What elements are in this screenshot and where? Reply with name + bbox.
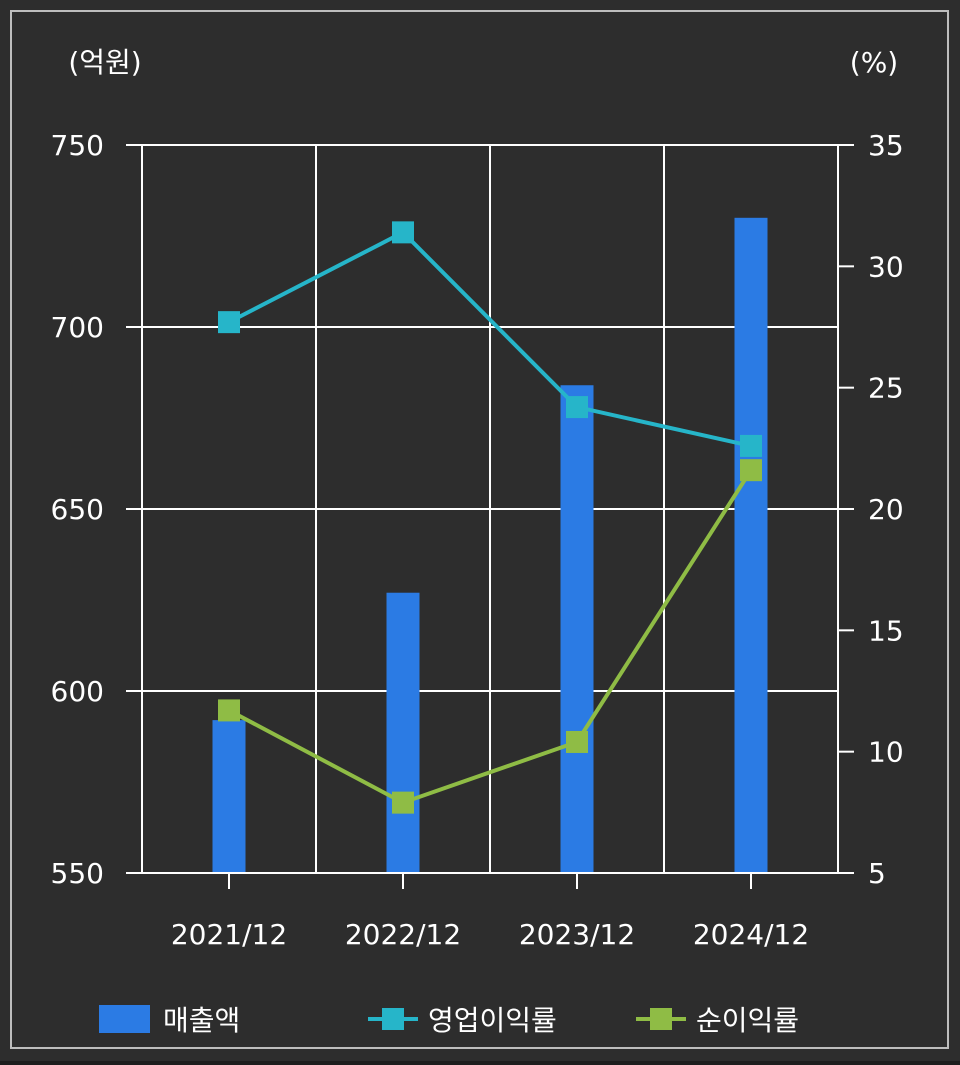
line-marker [392, 221, 414, 244]
bar [560, 385, 594, 873]
right-tick-label: 35 [868, 129, 904, 162]
line-marker [740, 434, 762, 457]
axes: 550 600 650 700 750 5 10 15 20 25 30 35 2021/12 2022/… [51, 129, 904, 951]
x-tick-label: 2021/12 [171, 918, 287, 951]
right-axis-unit: (%) [850, 46, 898, 79]
right-tick-label: 25 [868, 372, 904, 405]
x-tick-label: 2024/12 [693, 918, 809, 951]
left-axis-unit: (억원) [68, 46, 141, 79]
right-tick-label: 5 [868, 857, 886, 890]
series-line [228, 469, 753, 805]
legend-label: 순이익률 [696, 1004, 799, 1037]
bar [734, 217, 768, 874]
right-tick-label: 20 [868, 493, 904, 526]
left-tick-label: 550 [51, 857, 104, 890]
left-tick-label: 650 [51, 493, 104, 526]
chart-frame [10, 10, 949, 1049]
series-line [228, 229, 752, 448]
line-marker [218, 311, 240, 334]
line-marker [218, 699, 240, 722]
bar [386, 592, 420, 873]
right-tick-label: 10 [868, 736, 904, 769]
left-tick-label: 750 [51, 129, 104, 162]
x-tick-label: 2022/12 [345, 918, 461, 951]
legend-label: 매출액 [163, 1004, 240, 1037]
left-tick-label: 700 [51, 311, 104, 344]
legend-swatch-bar [99, 1005, 150, 1033]
line-marker [566, 396, 588, 419]
left-tick-label: 600 [51, 675, 104, 708]
x-tick-label: 2023/12 [519, 918, 635, 951]
right-tick-label: 30 [868, 250, 904, 283]
legend-swatch-marker [382, 1008, 404, 1030]
right-tick-label: 15 [868, 614, 904, 647]
bar [212, 720, 246, 873]
legend-swatch-marker [650, 1008, 672, 1030]
line-marker [566, 730, 588, 753]
bar-series [212, 217, 768, 874]
line-marker [740, 459, 762, 482]
legend: 매출액 영업이익률 순이익률 [99, 1004, 799, 1037]
legend-label: 영업이익률 [428, 1004, 557, 1037]
line-series [218, 221, 762, 814]
line-marker [392, 791, 414, 814]
